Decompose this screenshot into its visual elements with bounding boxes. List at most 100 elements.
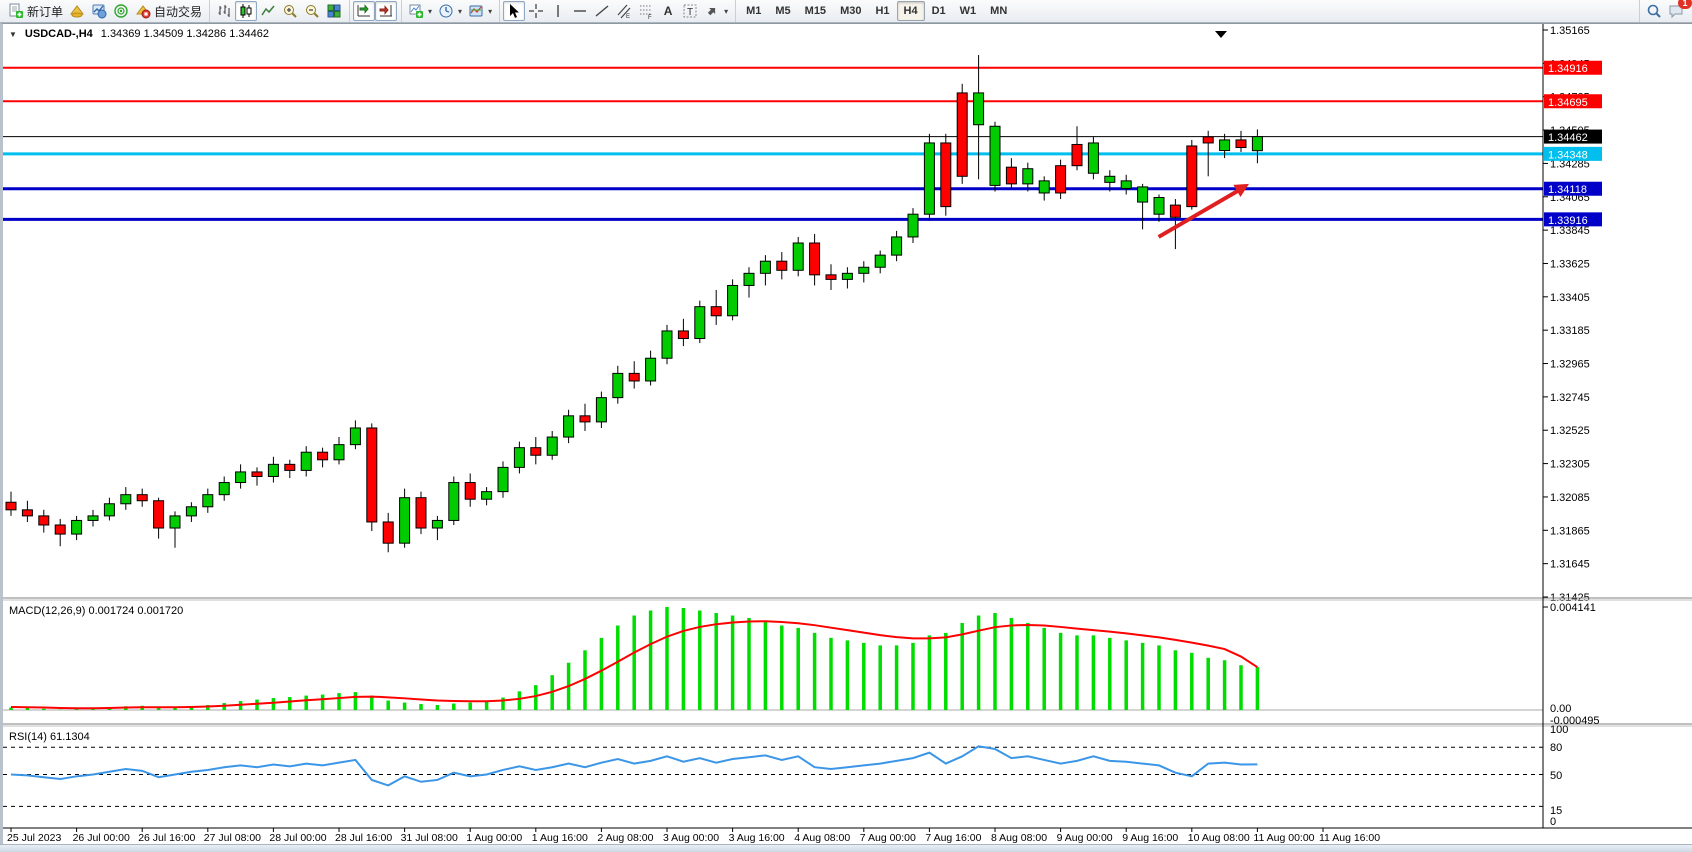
timeframe-M30[interactable]: M30 bbox=[833, 1, 868, 21]
candle bbox=[595, 397, 607, 423]
templates-button[interactable]: ▾ bbox=[465, 1, 495, 21]
profiles-button[interactable] bbox=[66, 1, 88, 21]
price-axis-label: 1.33185 bbox=[1550, 326, 1590, 338]
chart-ohlc-values: 1.34369 1.34509 1.34286 1.34462 bbox=[100, 28, 269, 41]
candle bbox=[710, 306, 722, 317]
text-tool-icon: A bbox=[663, 4, 673, 19]
candle bbox=[136, 494, 148, 502]
periods-dropdown-carat: ▾ bbox=[458, 6, 463, 16]
line-chart-button[interactable] bbox=[257, 1, 279, 21]
timeframe-M15[interactable]: M15 bbox=[798, 1, 833, 21]
time-axis-label: 1 Aug 16:00 bbox=[532, 832, 588, 844]
macd-label: MACD(12,26,9) 0.001724 0.001720 bbox=[9, 605, 183, 617]
candle bbox=[1251, 136, 1263, 152]
chart-background bbox=[3, 24, 1692, 845]
candle bbox=[349, 427, 361, 446]
vertical-line-icon bbox=[557, 5, 559, 18]
candle bbox=[1104, 176, 1116, 184]
trendline-button[interactable] bbox=[591, 1, 613, 21]
timeframe-toolbar: M1 M5 M15 M30 H1 H4 D1 W1 MN bbox=[735, 0, 1017, 23]
signals-button[interactable] bbox=[110, 1, 132, 21]
vertical-line-button[interactable] bbox=[547, 1, 569, 21]
timeframe-M5[interactable]: M5 bbox=[768, 1, 797, 21]
toolbar-group-right: 1 bbox=[1639, 0, 1692, 23]
candle bbox=[300, 452, 312, 472]
price-tag bbox=[1544, 212, 1602, 227]
rsi-label: RSI(14) 61.1304 bbox=[9, 731, 90, 743]
rsi-axis-label: 50 bbox=[1550, 770, 1562, 782]
timeframe-W1[interactable]: W1 bbox=[953, 1, 984, 21]
market-watch-button[interactable] bbox=[88, 1, 110, 21]
candle bbox=[677, 330, 689, 340]
periods-button[interactable]: ▾ bbox=[435, 1, 465, 21]
time-axis-label: 11 Aug 16:00 bbox=[1319, 832, 1380, 844]
new-chart-dropdown-carat: ▾ bbox=[428, 6, 433, 16]
candle bbox=[71, 520, 83, 536]
price-axis-label: 1.31645 bbox=[1550, 559, 1590, 571]
candle bbox=[448, 482, 460, 522]
candle bbox=[218, 482, 230, 496]
candle bbox=[497, 467, 509, 493]
search-button[interactable] bbox=[1643, 1, 1665, 21]
tile-windows-icon bbox=[327, 4, 341, 18]
trend-arrow[interactable] bbox=[1157, 186, 1245, 240]
timeframe-D1[interactable]: D1 bbox=[925, 1, 953, 21]
arrows-tool-button[interactable]: ▾ bbox=[701, 1, 731, 21]
candle bbox=[1235, 139, 1247, 149]
chart-shift-marker[interactable] bbox=[1215, 31, 1227, 39]
candle bbox=[874, 255, 886, 269]
crosshair-button[interactable] bbox=[525, 1, 547, 21]
tile-windows-button[interactable] bbox=[323, 1, 345, 21]
price-axis-label: 1.32305 bbox=[1550, 459, 1590, 471]
candle bbox=[1071, 144, 1083, 167]
candle bbox=[776, 261, 788, 272]
cursor-icon bbox=[510, 4, 520, 19]
zoom-in-button[interactable] bbox=[279, 1, 301, 21]
candle bbox=[513, 447, 525, 469]
timeframe-M1[interactable]: M1 bbox=[739, 1, 768, 21]
candlestick-chart-button[interactable] bbox=[235, 1, 258, 22]
trend-arrow-head[interactable] bbox=[1233, 184, 1249, 198]
toolbar-group-standard: 新订单 自动交易 bbox=[2, 0, 208, 22]
price-tag-label: 1.34348 bbox=[1548, 150, 1588, 162]
candle bbox=[5, 502, 17, 511]
zoom-out-button[interactable] bbox=[301, 1, 323, 21]
bar-chart-button[interactable] bbox=[213, 1, 235, 21]
timeframe-H1[interactable]: H1 bbox=[868, 1, 896, 21]
new-order-button[interactable]: 新订单 bbox=[5, 1, 66, 21]
new-chart-button[interactable]: ▾ bbox=[405, 1, 435, 21]
text-tool-button[interactable]: A bbox=[657, 1, 679, 21]
collapse-objects-icon[interactable]: ▼ bbox=[9, 29, 17, 39]
timeframe-H4[interactable]: H4 bbox=[896, 1, 925, 22]
chart-canvas[interactable]: 1.351651.349451.347251.345051.342851.340… bbox=[3, 24, 1692, 845]
auto-scroll-button[interactable] bbox=[353, 1, 376, 22]
notification-badge[interactable]: 1 bbox=[1678, 0, 1692, 10]
cursor-button[interactable] bbox=[503, 1, 526, 22]
time-axis-label: 11 Aug 00:00 bbox=[1253, 832, 1314, 844]
candle bbox=[858, 267, 870, 275]
profiles-icon bbox=[70, 5, 85, 18]
candle bbox=[1005, 167, 1017, 185]
candle bbox=[1137, 186, 1149, 204]
chart-shift-button[interactable] bbox=[375, 1, 398, 22]
candle bbox=[1087, 142, 1099, 175]
fibonacci-button[interactable]: F bbox=[635, 1, 657, 21]
text-label-button[interactable]: T bbox=[679, 1, 701, 21]
horizontal-line-button[interactable] bbox=[569, 1, 591, 21]
equidistant-channel-icon: E bbox=[617, 4, 631, 19]
timeframe-MN[interactable]: MN bbox=[983, 1, 1014, 21]
price-tag-label: 1.33916 bbox=[1548, 215, 1588, 227]
candle bbox=[464, 482, 476, 501]
price-axis-label: 1.31865 bbox=[1550, 526, 1590, 538]
autotrading-button[interactable]: 自动交易 bbox=[132, 1, 205, 21]
candle bbox=[366, 427, 378, 523]
candle bbox=[956, 92, 968, 178]
candle bbox=[382, 521, 394, 545]
toolbar-group-scroll bbox=[349, 0, 400, 23]
price-axis-label: 1.32085 bbox=[1550, 492, 1590, 504]
chart-shift-icon bbox=[379, 5, 393, 17]
candle bbox=[21, 509, 33, 517]
equidistant-channel-button[interactable]: E bbox=[613, 1, 635, 21]
candle bbox=[185, 506, 197, 517]
time-axis-label: 1 Aug 00:00 bbox=[466, 832, 522, 844]
